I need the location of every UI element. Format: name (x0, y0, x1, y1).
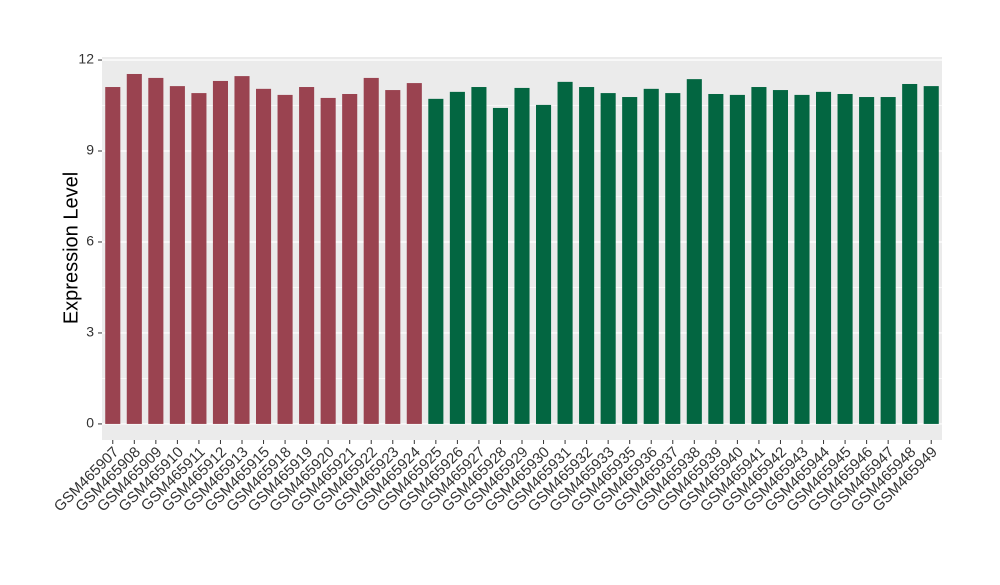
bar (880, 97, 896, 424)
bar (536, 104, 552, 424)
bar (126, 73, 142, 424)
bar (772, 90, 788, 424)
bar (600, 93, 616, 424)
bar (471, 87, 487, 424)
bar (191, 93, 207, 424)
y-axis-title: Expression Level (60, 172, 82, 324)
bar (557, 81, 573, 424)
y-tick-label: 0 (86, 415, 94, 431)
bar (385, 90, 401, 424)
bar (148, 77, 164, 424)
bar (406, 83, 422, 424)
bar (169, 86, 185, 424)
bar (923, 86, 939, 424)
bar (234, 76, 250, 424)
bar (751, 87, 767, 424)
bar (708, 93, 724, 424)
bar (579, 87, 595, 424)
bar (816, 91, 832, 424)
bar (622, 97, 638, 424)
bar (794, 94, 810, 424)
bar (643, 88, 659, 424)
bar (665, 93, 681, 424)
bar (686, 79, 702, 424)
bar (859, 97, 875, 424)
bar (428, 98, 444, 424)
y-tick-label: 3 (86, 324, 94, 340)
bar (256, 88, 272, 424)
bar (902, 83, 918, 424)
bar (729, 94, 745, 424)
bar (837, 93, 853, 424)
bar (320, 97, 336, 424)
bar (342, 93, 358, 424)
bar (277, 94, 293, 424)
y-tick-label: 12 (78, 51, 94, 67)
y-tick-label: 9 (86, 142, 94, 158)
bar (299, 87, 315, 424)
bar (514, 87, 530, 424)
bar (363, 77, 379, 424)
bar (212, 80, 228, 424)
bar (492, 107, 508, 424)
y-tick-label: 6 (86, 233, 94, 249)
bar (449, 91, 465, 424)
bar (105, 87, 121, 424)
